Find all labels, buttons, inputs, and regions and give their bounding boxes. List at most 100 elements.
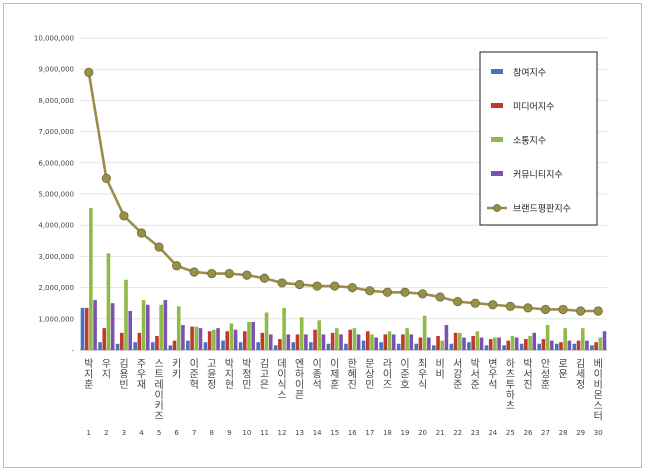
bar bbox=[506, 340, 511, 350]
bar bbox=[444, 325, 449, 350]
bar bbox=[545, 325, 550, 350]
bar bbox=[98, 342, 102, 350]
brand-index-point bbox=[84, 67, 94, 77]
x-rank-label: 20 bbox=[418, 429, 427, 437]
bar bbox=[576, 340, 581, 350]
bar bbox=[594, 342, 598, 350]
x-rank-label: 11 bbox=[260, 429, 269, 437]
bar bbox=[190, 326, 194, 350]
bar bbox=[93, 300, 97, 350]
x-rank-label: 2 bbox=[104, 429, 108, 437]
bar bbox=[532, 332, 537, 350]
y-tick-label: 6,000,000 bbox=[38, 159, 74, 167]
x-rank-label: 19 bbox=[401, 429, 410, 437]
bar bbox=[176, 306, 181, 350]
bar bbox=[598, 337, 603, 350]
legend-label: 참여지수 bbox=[513, 67, 546, 79]
bar bbox=[282, 307, 286, 350]
bar bbox=[418, 337, 423, 350]
bar bbox=[145, 304, 150, 350]
x-rank-label: 17 bbox=[365, 429, 374, 437]
bar bbox=[115, 343, 120, 350]
bar bbox=[479, 337, 484, 350]
bar bbox=[291, 342, 296, 350]
bar bbox=[326, 343, 331, 350]
bar bbox=[335, 328, 339, 350]
bar bbox=[251, 321, 255, 350]
bar bbox=[268, 334, 273, 350]
x-rank-label: 15 bbox=[330, 429, 339, 437]
x-rank-label: 26 bbox=[523, 429, 532, 437]
x-rank-label: 21 bbox=[436, 429, 445, 437]
bar bbox=[370, 334, 374, 350]
brand-index-point bbox=[593, 306, 603, 316]
bar bbox=[233, 329, 238, 350]
bar bbox=[528, 335, 532, 350]
bars bbox=[80, 208, 607, 350]
bar bbox=[502, 345, 506, 350]
brand-index-point bbox=[453, 297, 463, 307]
y-tick-label: 3,000,000 bbox=[38, 253, 74, 261]
y-tick-label: 5,000,000 bbox=[38, 191, 74, 199]
bar bbox=[321, 334, 326, 350]
bar bbox=[449, 343, 454, 350]
bar bbox=[585, 340, 589, 350]
x-axis: 박 지 훈 1 우 지 2 김 용 빈 3 주 우 재 4 스 트 레 이 키 즈 5 키 키 6 이 준 혁 7 고 윤 정 8 박 지 현 9 박 정 민… bbox=[84, 357, 603, 437]
bar bbox=[401, 334, 405, 350]
bar bbox=[120, 332, 124, 350]
brand-index-point bbox=[224, 268, 234, 279]
brand-index-point bbox=[259, 273, 270, 283]
x-rank-label: 23 bbox=[471, 429, 480, 437]
brand-index-point bbox=[540, 304, 551, 315]
bar bbox=[602, 331, 607, 350]
x-rank-label: 14 bbox=[313, 429, 322, 437]
bar bbox=[344, 343, 348, 350]
bar bbox=[365, 331, 370, 350]
bar bbox=[572, 343, 577, 350]
y-tick-label: 10,000,000 bbox=[34, 35, 74, 43]
x-rank-label: 4 bbox=[139, 429, 144, 437]
brand-index-point bbox=[119, 211, 129, 221]
bar bbox=[383, 334, 388, 350]
bar bbox=[462, 337, 466, 350]
bar bbox=[124, 279, 128, 350]
bar bbox=[514, 337, 519, 350]
x-rank-label: 6 bbox=[174, 429, 179, 437]
legend-swatch bbox=[491, 69, 503, 74]
bar bbox=[168, 345, 173, 350]
bar bbox=[299, 317, 304, 350]
bar bbox=[467, 342, 471, 350]
bar bbox=[172, 340, 177, 350]
bar bbox=[207, 331, 212, 350]
y-tick-label: 9,000,000 bbox=[38, 66, 74, 74]
bar bbox=[379, 342, 383, 350]
y-tick-label: 7,000,000 bbox=[38, 128, 74, 136]
x-rank-label: 16 bbox=[348, 429, 357, 437]
x-rank-label: 27 bbox=[541, 429, 550, 437]
x-rank-label: 3 bbox=[122, 429, 126, 437]
brand-index-point bbox=[558, 304, 568, 315]
y-tick-label: 4,000,000 bbox=[38, 222, 74, 230]
bar bbox=[488, 339, 493, 350]
brand-index-point bbox=[242, 270, 252, 280]
bar bbox=[348, 329, 352, 350]
bar bbox=[225, 331, 230, 350]
bar bbox=[409, 334, 414, 350]
brand-index-point bbox=[417, 289, 428, 299]
bar bbox=[396, 343, 401, 350]
bar bbox=[317, 320, 322, 350]
brand-index-point bbox=[294, 279, 305, 290]
